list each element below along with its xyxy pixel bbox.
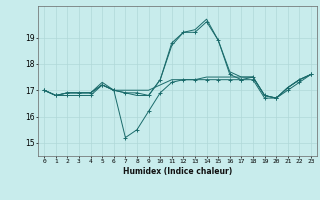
X-axis label: Humidex (Indice chaleur): Humidex (Indice chaleur) [123,167,232,176]
